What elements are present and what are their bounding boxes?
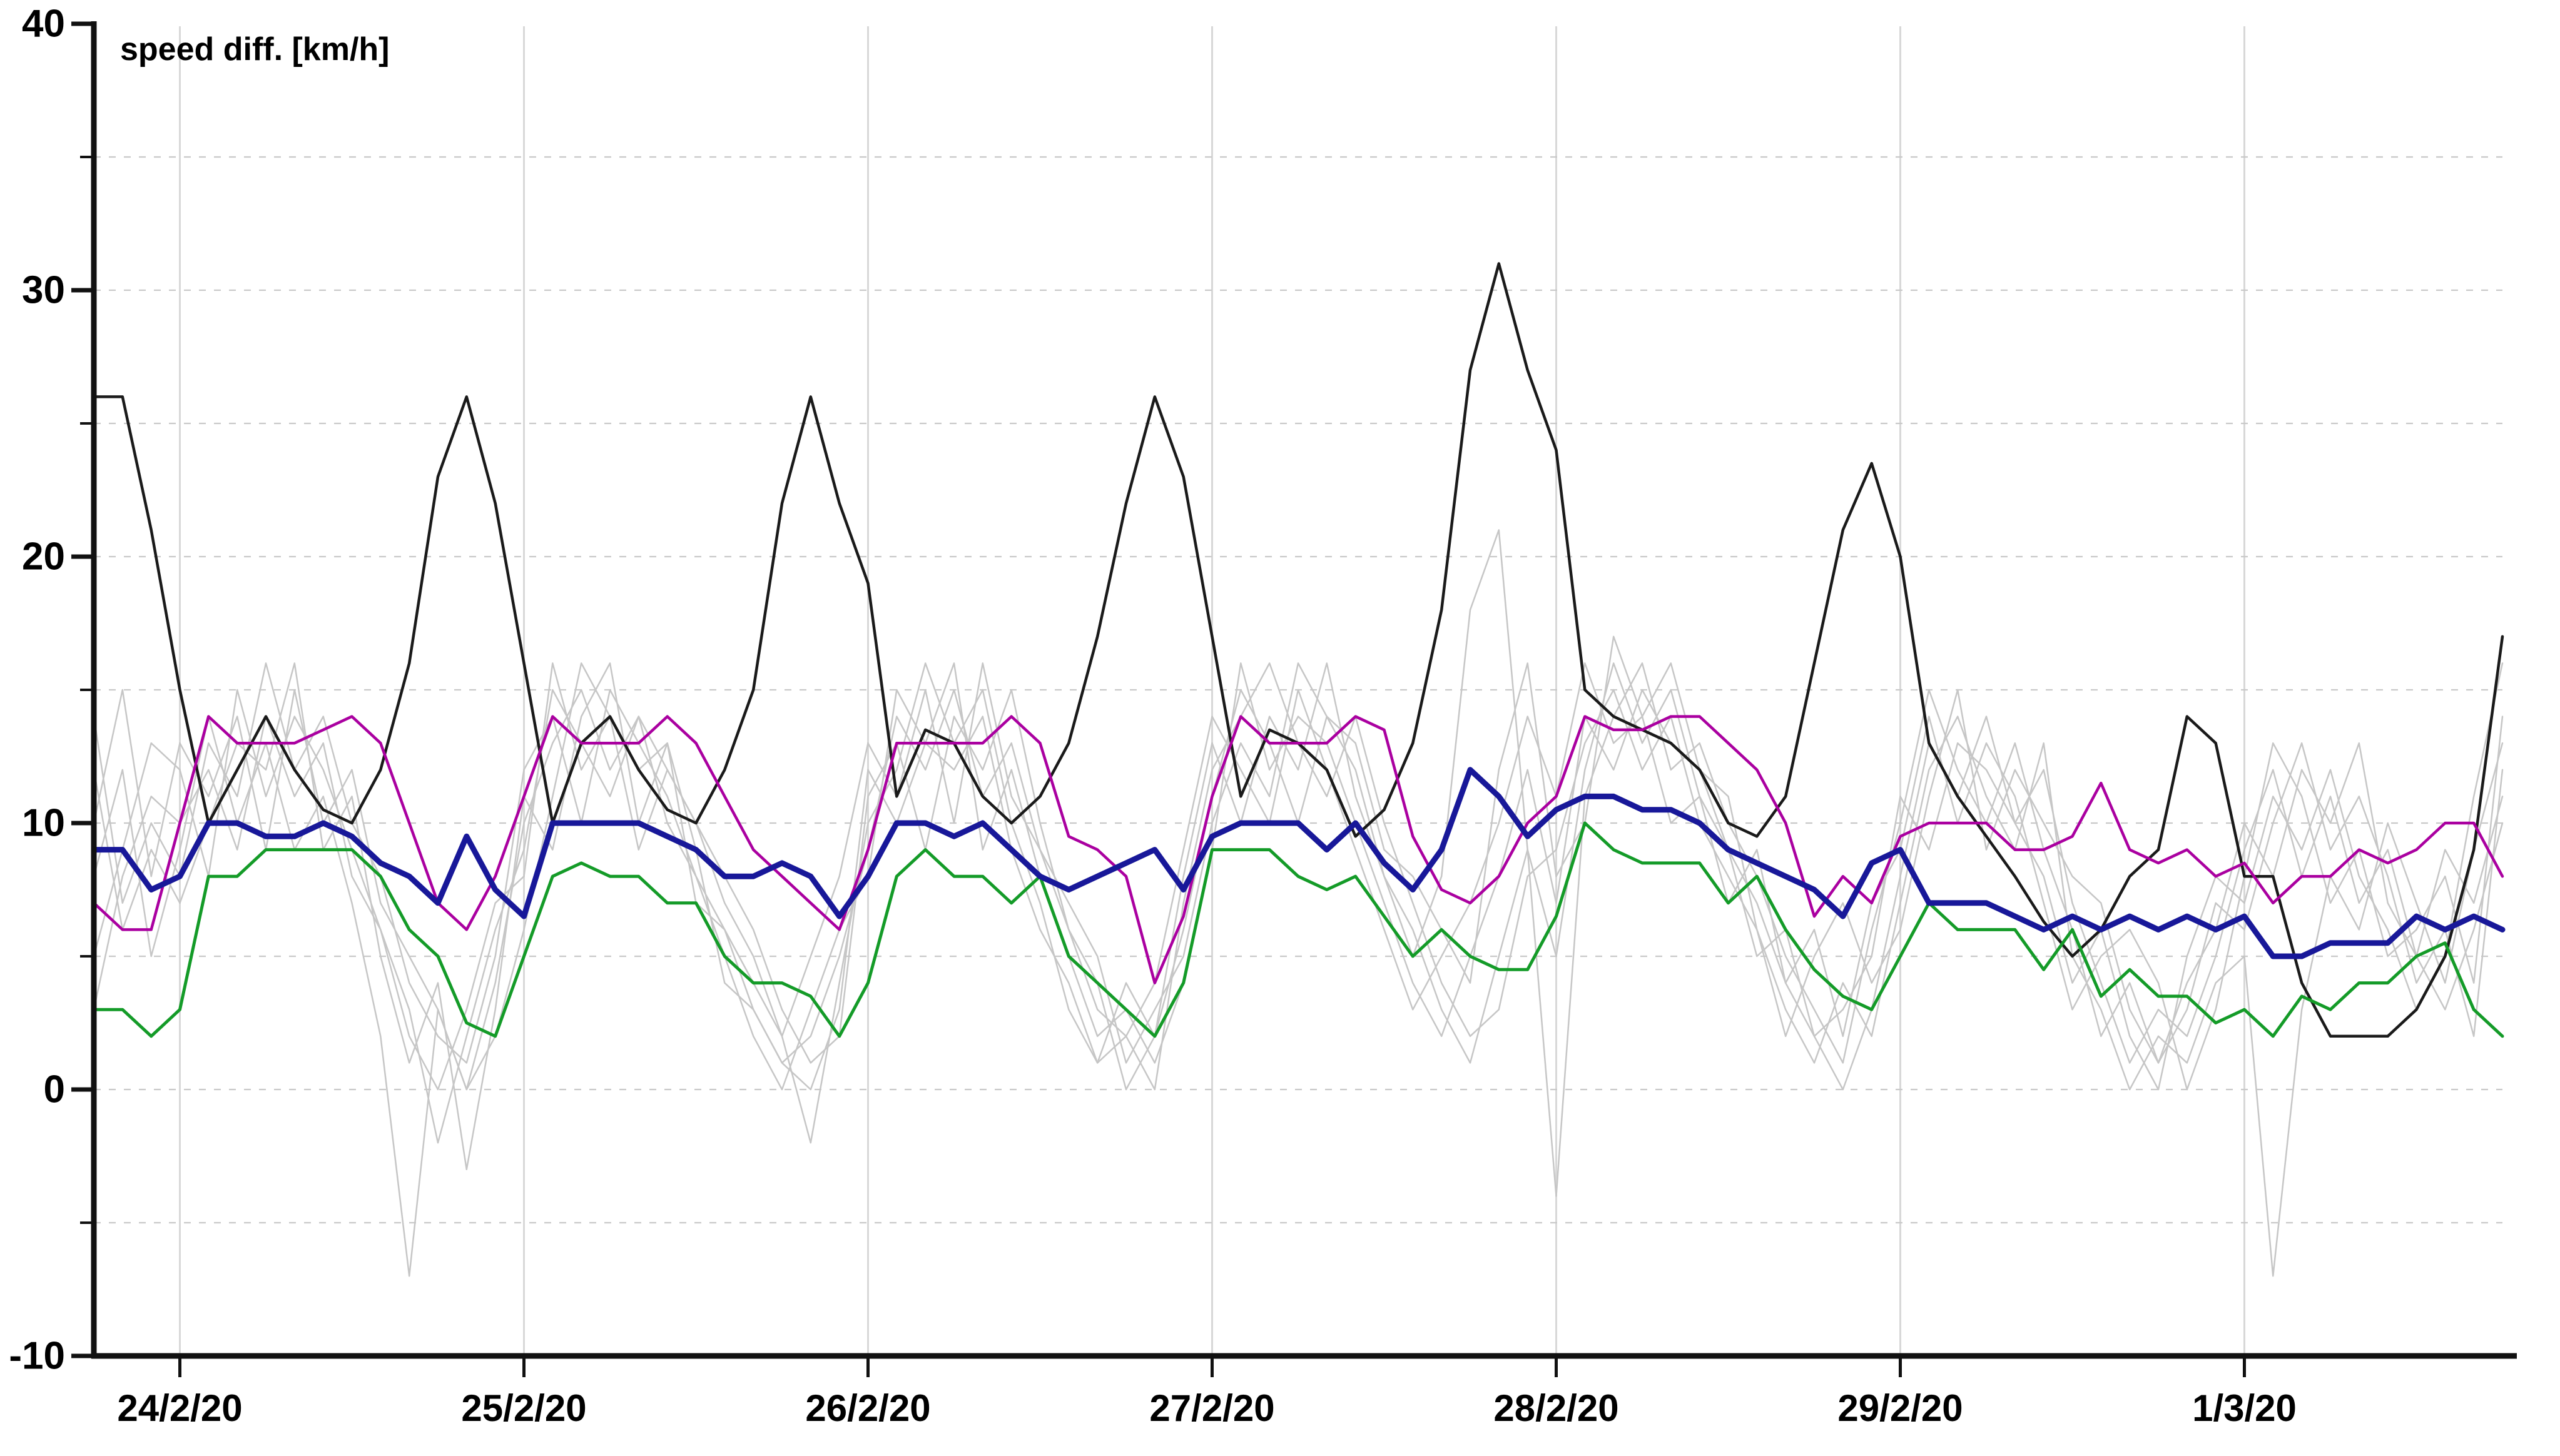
series-gray-3-line — [93, 662, 2504, 1277]
series-gray-1-line — [93, 529, 2504, 1277]
x-axis-ticks — [178, 1356, 2246, 1377]
axes — [91, 21, 2517, 1359]
series-gray-6-line — [93, 635, 2504, 1171]
series-gray-5-line — [93, 662, 2504, 1144]
y-tick-label-10: 10 — [22, 802, 65, 845]
x-tick-label-28/2/20: 28/2/20 — [1493, 1387, 1618, 1429]
x-axis-labels: 24/2/20 25/2/20 26/2/20 27/2/20 28/2/20 29/2/… — [117, 1387, 2297, 1429]
day-gridlines — [179, 26, 2245, 1356]
series-magenta-line — [92, 715, 2504, 984]
series-green-line — [92, 821, 2504, 1038]
y-tick-label-30: 30 — [22, 269, 65, 312]
y-tick-label-40: 40 — [22, 3, 65, 46]
x-tick-label-25/2/20: 25/2/20 — [461, 1387, 586, 1429]
y-axis-ticks — [71, 21, 91, 1358]
chart-title: speed diff. [km/h] — [120, 31, 389, 68]
x-tick-label-27/2/20: 27/2/20 — [1149, 1387, 1274, 1429]
y-axis-labels: 40 30 20 10 0 -10 — [9, 3, 65, 1378]
x-tick-label-1/3/20: 1/3/20 — [2192, 1387, 2297, 1429]
x-tick-label-29/2/20: 29/2/20 — [1837, 1387, 1963, 1429]
x-tick-label-24/2/20: 24/2/20 — [117, 1387, 242, 1429]
y-tick-label-0: 0 — [44, 1068, 65, 1111]
x-tick-label-26/2/20: 26/2/20 — [805, 1387, 930, 1429]
series-lines — [91, 262, 2506, 1277]
y-tick-label-20: 20 — [22, 535, 65, 579]
series-gray-2-line — [93, 662, 2504, 1197]
series-blue-thick-line — [91, 767, 2506, 959]
y-tick-label--10: -10 — [9, 1335, 65, 1378]
